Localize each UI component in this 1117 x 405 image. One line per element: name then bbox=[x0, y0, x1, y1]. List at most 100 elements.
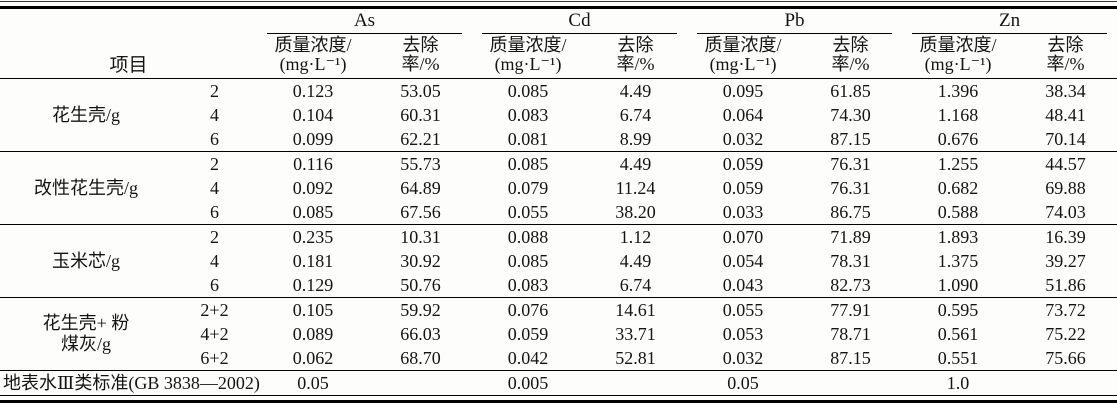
group-label-peanut-shell-fly-ash: 花生壳+ 粉 煤灰/g bbox=[0, 297, 172, 371]
value-cell: 0.116 bbox=[257, 151, 370, 176]
value-cell: 0.085 bbox=[472, 151, 585, 176]
standard-empty bbox=[369, 370, 473, 396]
dose-cell: 2 bbox=[172, 78, 258, 103]
value-cell: 60.31 bbox=[400, 105, 441, 125]
value-cell: 87.15 bbox=[830, 129, 871, 149]
value-cell: 4.49 bbox=[584, 151, 688, 176]
table-row: 6+2 0.062 68.70 0.042 52.81 0.032 87.15 … bbox=[0, 346, 1117, 371]
value-cell: 0.085 bbox=[292, 202, 334, 222]
value-cell: 69.88 bbox=[1045, 178, 1086, 198]
value-cell: 6.74 bbox=[619, 105, 652, 125]
value-cell: 74.03 bbox=[1045, 202, 1086, 222]
header-item: 项目 bbox=[0, 7, 258, 79]
metal-label-pb: Pb bbox=[784, 10, 805, 31]
value-cell: 76.31 bbox=[799, 151, 903, 176]
value-cell: 64.89 bbox=[400, 178, 441, 198]
subheader-as-concentration: 质量浓度/ (mg·L⁻¹) bbox=[257, 34, 370, 79]
value-cell: 38.20 bbox=[615, 202, 656, 222]
value-cell: 30.92 bbox=[400, 251, 441, 271]
value-cell: 0.085 bbox=[507, 251, 549, 271]
subheader-cd-concentration: 质量浓度/ (mg·L⁻¹) bbox=[472, 34, 585, 79]
value-cell: 0.123 bbox=[257, 78, 370, 103]
value-cell: 61.85 bbox=[799, 78, 903, 103]
value-cell: 87.15 bbox=[830, 348, 871, 368]
value-cell: 39.27 bbox=[1045, 251, 1086, 271]
header-group-as: As bbox=[257, 8, 472, 34]
standard-value-zn: 1.0 bbox=[902, 370, 1015, 396]
value-cell: 0.032 bbox=[722, 348, 764, 368]
value-cell: 0.055 bbox=[507, 202, 549, 222]
value-cell: 0.076 bbox=[472, 297, 585, 322]
dose-cell: 6+2 bbox=[200, 348, 229, 368]
value-cell: 51.86 bbox=[1045, 275, 1086, 295]
subheader-zn-removal: 去除 率/% bbox=[1014, 34, 1117, 79]
metal-label-as: As bbox=[353, 10, 376, 31]
table-row: 4 0.104 60.31 0.083 6.74 0.064 74.30 1.1… bbox=[0, 103, 1117, 127]
subheader-zn-concentration: 质量浓度/ (mg·L⁻¹) bbox=[902, 34, 1015, 79]
dose-cell: 4 bbox=[210, 178, 219, 198]
value-cell: 16.39 bbox=[1014, 224, 1117, 249]
group-label-corn-cob: 玉米芯/g bbox=[0, 224, 172, 298]
value-cell: 8.99 bbox=[619, 129, 652, 149]
standard-value-as: 0.05 bbox=[257, 370, 370, 396]
value-cell: 62.21 bbox=[400, 129, 441, 149]
group-label-peanut-shell: 花生壳/g bbox=[0, 78, 172, 152]
value-cell: 0.551 bbox=[937, 348, 979, 368]
value-cell: 59.92 bbox=[369, 297, 473, 322]
header-group-pb: Pb bbox=[687, 8, 902, 34]
value-cell: 0.062 bbox=[292, 348, 334, 368]
value-cell: 10.31 bbox=[369, 224, 473, 249]
value-cell: 1.168 bbox=[937, 105, 979, 125]
top-thin-rule bbox=[0, 1, 1117, 2]
header-group-zn: Zn bbox=[902, 8, 1117, 34]
value-cell: 0.099 bbox=[292, 129, 334, 149]
standard-value-pb: 0.05 bbox=[687, 370, 800, 396]
dose-cell: 6 bbox=[210, 129, 219, 149]
dose-cell: 6 bbox=[210, 275, 219, 295]
table-row: 花生壳/g 2 0.123 53.05 0.085 4.49 0.095 61.… bbox=[0, 78, 1117, 152]
value-cell: 1.12 bbox=[584, 224, 688, 249]
header-row-subcolumns: 质量浓度/ (mg·L⁻¹) 去除 率/% 质量浓度/ (mg·L⁻¹) 去除 … bbox=[0, 34, 1117, 79]
dose-cell: 4 bbox=[210, 251, 219, 271]
value-cell: 0.032 bbox=[722, 129, 764, 149]
value-cell: 6.74 bbox=[619, 275, 652, 295]
standard-empty bbox=[584, 370, 688, 396]
value-cell: 74.30 bbox=[830, 105, 871, 125]
value-cell: 67.56 bbox=[400, 202, 441, 222]
value-cell: 77.91 bbox=[799, 297, 903, 322]
table-row: 4+2 0.089 66.03 0.059 33.71 0.053 78.71 … bbox=[0, 322, 1117, 346]
value-cell: 0.105 bbox=[257, 297, 370, 322]
spanner-rule-zn bbox=[912, 33, 1108, 34]
value-cell: 0.092 bbox=[292, 178, 334, 198]
value-cell: 11.24 bbox=[615, 178, 656, 198]
subheader-as-removal: 去除 率/% bbox=[369, 34, 473, 79]
value-cell: 0.595 bbox=[902, 297, 1015, 322]
table-row: 6 0.085 67.56 0.055 38.20 0.033 86.75 0.… bbox=[0, 200, 1117, 225]
value-cell: 0.129 bbox=[292, 275, 334, 295]
value-cell: 0.043 bbox=[722, 275, 764, 295]
standard-value-cd: 0.005 bbox=[472, 370, 585, 396]
dose-cell: 6 bbox=[210, 202, 219, 222]
value-cell: 0.079 bbox=[507, 178, 549, 198]
subheader-pb-removal: 去除 率/% bbox=[799, 34, 903, 79]
value-cell: 71.89 bbox=[799, 224, 903, 249]
value-cell: 75.66 bbox=[1045, 348, 1086, 368]
value-cell: 52.81 bbox=[615, 348, 656, 368]
value-cell: 4.49 bbox=[619, 251, 652, 271]
value-cell: 76.31 bbox=[830, 178, 871, 198]
value-cell: 0.235 bbox=[257, 224, 370, 249]
table-row: 改性花生壳/g 2 0.116 55.73 0.085 4.49 0.059 7… bbox=[0, 151, 1117, 225]
table-row: 4 0.092 64.89 0.079 11.24 0.059 76.31 0.… bbox=[0, 176, 1117, 200]
value-cell: 75.22 bbox=[1045, 324, 1086, 344]
table-row: 6 0.129 50.76 0.083 6.74 0.043 82.73 1.0… bbox=[0, 273, 1117, 298]
value-cell: 1.893 bbox=[902, 224, 1015, 249]
value-cell: 53.05 bbox=[369, 78, 473, 103]
value-cell: 0.104 bbox=[292, 105, 334, 125]
spanner-rule-pb bbox=[697, 33, 893, 34]
value-cell: 0.059 bbox=[722, 178, 764, 198]
value-cell: 38.34 bbox=[1014, 78, 1117, 103]
value-cell: 55.73 bbox=[369, 151, 473, 176]
value-cell: 48.41 bbox=[1045, 105, 1086, 125]
spanner-rule-cd bbox=[482, 33, 678, 34]
